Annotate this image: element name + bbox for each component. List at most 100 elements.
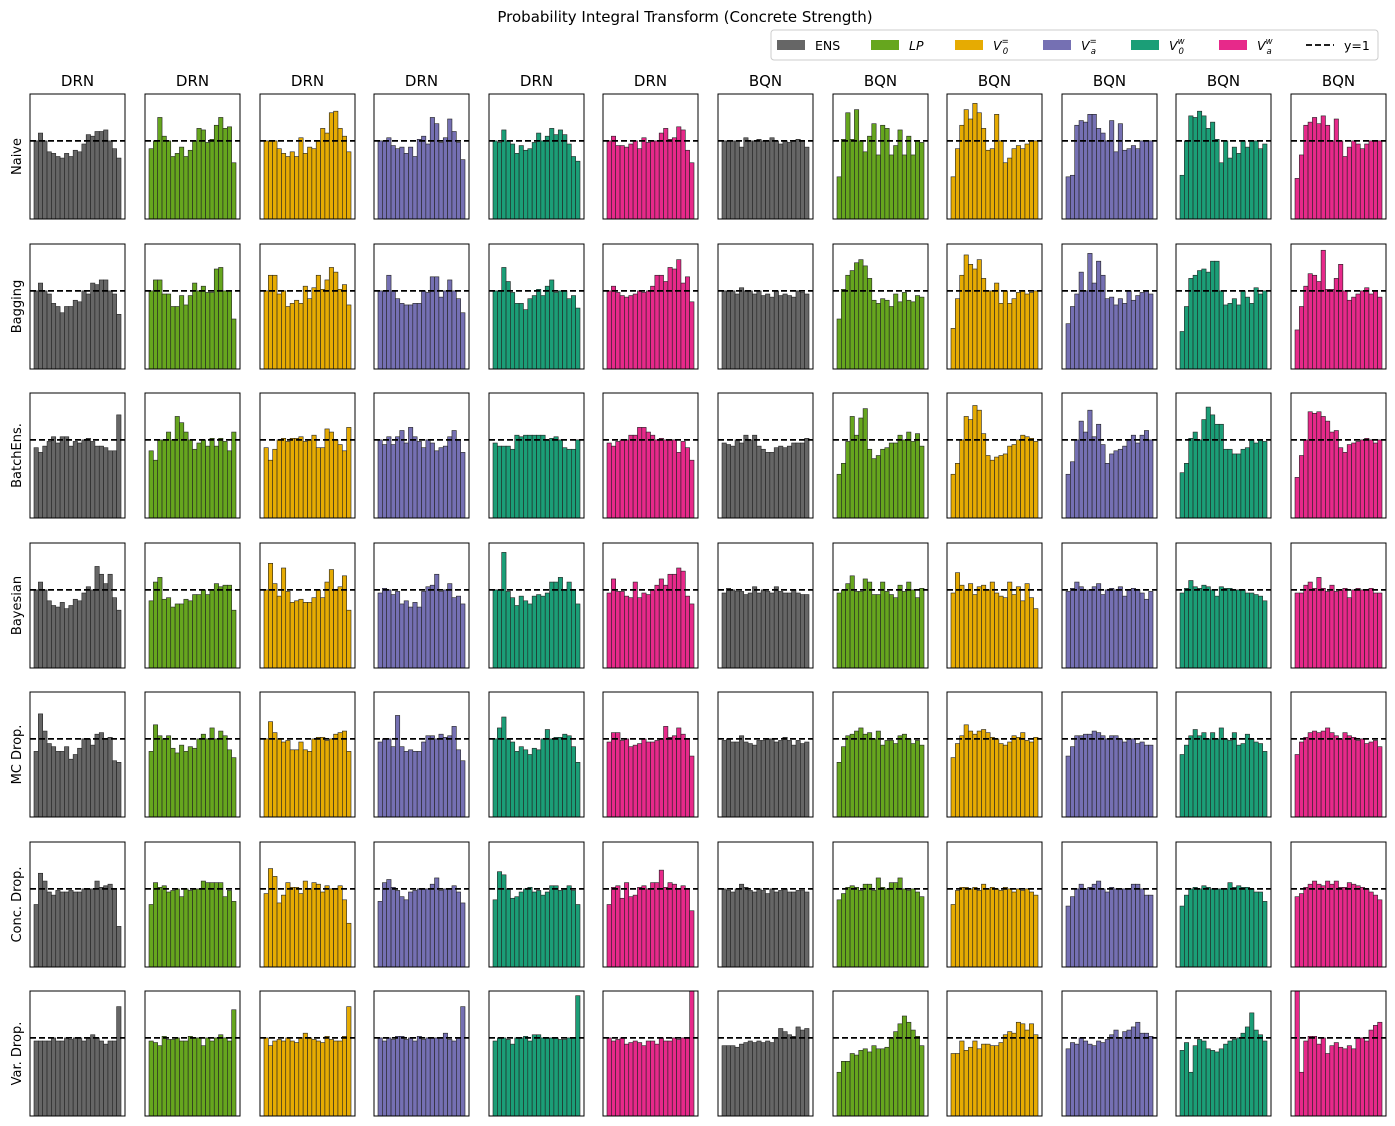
histogram-bar xyxy=(285,306,291,370)
histogram-bar xyxy=(523,888,529,968)
histogram-bar xyxy=(72,149,78,220)
histogram-bar xyxy=(1262,290,1268,370)
histogram-bar xyxy=(1024,436,1030,519)
panel-frame xyxy=(488,93,585,220)
histogram-bar xyxy=(901,154,907,220)
histogram-bar xyxy=(1184,306,1189,370)
histogram-bar xyxy=(684,888,690,968)
histogram-bar xyxy=(998,890,1004,968)
histogram-bar xyxy=(1351,442,1357,519)
histogram-bar xyxy=(910,1029,916,1117)
histogram-bar xyxy=(1184,1042,1189,1117)
histogram-bar xyxy=(689,990,695,1117)
pit-panel xyxy=(1290,990,1387,1117)
histogram-bar xyxy=(747,1040,753,1117)
histogram-bar xyxy=(1223,304,1229,370)
histogram-bar xyxy=(893,743,899,818)
histogram-bar xyxy=(285,740,291,818)
histogram-bar xyxy=(1184,894,1189,968)
histogram-bar xyxy=(981,433,987,519)
histogram-bar xyxy=(950,1053,956,1117)
histogram-bar xyxy=(451,131,457,220)
histogram-bar xyxy=(1377,296,1383,370)
histogram-bar xyxy=(1218,162,1224,220)
histogram-bar xyxy=(540,1037,546,1117)
histogram-bar xyxy=(315,589,321,669)
histogram-bar xyxy=(773,1037,779,1117)
histogram-bar xyxy=(505,445,511,519)
histogram-bar xyxy=(1130,145,1136,220)
histogram-bar xyxy=(1299,893,1304,968)
histogram-bar xyxy=(399,603,405,669)
histogram-bar xyxy=(641,292,647,370)
histogram-bar xyxy=(1223,140,1229,220)
histogram-bar xyxy=(64,306,70,370)
histogram-bar xyxy=(841,893,846,968)
histogram-bar xyxy=(663,128,669,220)
histogram-bar xyxy=(893,597,899,669)
histogram-bar xyxy=(281,290,287,370)
histogram-bar xyxy=(59,1040,65,1117)
panel-frame xyxy=(259,990,356,1117)
panel-frame xyxy=(488,990,585,1117)
histogram-bar xyxy=(1113,735,1119,818)
histogram-bar xyxy=(756,740,762,818)
histogram-bar xyxy=(1179,472,1185,519)
histogram-bar xyxy=(1015,439,1021,519)
histogram-bar xyxy=(752,1042,758,1117)
histogram-bar xyxy=(187,295,193,370)
histogram-bar xyxy=(231,431,237,519)
histogram-bar xyxy=(570,1037,576,1117)
histogram-bar xyxy=(1294,896,1300,968)
histogram-bar xyxy=(658,869,664,968)
histogram-bar xyxy=(377,140,383,220)
histogram-bar xyxy=(540,595,546,669)
pit-panel xyxy=(946,243,1043,370)
histogram-bar xyxy=(346,151,352,220)
histogram-bar xyxy=(562,447,568,519)
histogram-bar xyxy=(1109,1034,1115,1117)
histogram-bar xyxy=(1249,439,1255,519)
histogram-bar xyxy=(619,1037,625,1117)
histogram-bar xyxy=(442,1032,448,1117)
histogram-bar xyxy=(752,293,758,370)
histogram-bar xyxy=(562,888,568,968)
histogram-bar xyxy=(64,436,70,519)
histogram-bar xyxy=(153,459,159,519)
histogram-bar xyxy=(645,888,651,968)
histogram-bar xyxy=(183,888,189,968)
histogram-bar xyxy=(1197,439,1203,519)
histogram-bar xyxy=(166,891,172,968)
histogram-bar xyxy=(765,1040,771,1117)
histogram-bar xyxy=(854,730,860,818)
histogram-bar xyxy=(786,445,792,519)
histogram-bar xyxy=(641,1045,647,1117)
histogram-bar xyxy=(1100,132,1106,220)
histogram-bar xyxy=(196,594,202,669)
histogram-bar xyxy=(298,303,304,370)
histogram-bar xyxy=(1015,737,1021,818)
histogram-bar xyxy=(875,154,881,220)
panel-frame xyxy=(946,990,1043,1117)
histogram-bar xyxy=(684,447,690,519)
histogram-bar xyxy=(1130,883,1136,968)
histogram-bar xyxy=(390,290,396,370)
histogram-bar xyxy=(1236,885,1242,968)
pit-panel xyxy=(832,392,929,519)
histogram-bar xyxy=(1002,290,1008,370)
histogram-bar xyxy=(311,287,317,370)
histogram-bar xyxy=(1029,140,1034,220)
histogram-bar xyxy=(1024,143,1030,220)
histogram-bar xyxy=(989,290,995,370)
histogram-bar xyxy=(615,732,621,818)
histogram-bar xyxy=(81,290,87,370)
histogram-bar xyxy=(33,904,39,968)
histogram-bar xyxy=(1320,249,1326,370)
histogram-bar xyxy=(324,1036,330,1117)
histogram-bar xyxy=(276,738,282,818)
histogram-bar xyxy=(311,148,317,220)
histogram-bar xyxy=(606,904,612,968)
histogram-bar xyxy=(1316,123,1322,220)
histogram-bar xyxy=(1065,473,1071,519)
pit-panel xyxy=(832,691,929,818)
